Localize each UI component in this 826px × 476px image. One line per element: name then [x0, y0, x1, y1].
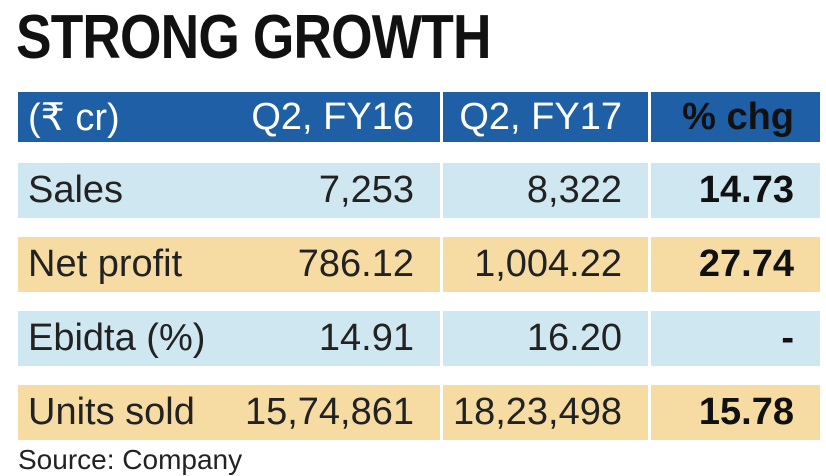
table-cell: 15,74,861 [245, 385, 440, 440]
table-cell: - [651, 311, 820, 366]
row-label: Ebidta (%) [18, 311, 245, 366]
table-cell: 14.91 [245, 311, 440, 366]
header-cell: (₹ cr) [18, 92, 245, 142]
row-label: Net profit [18, 237, 245, 292]
page: STRONG GROWTH (₹ cr) Q2, FY16 Q2, FY17% ch… [16, 3, 820, 475]
source: Source: Company [18, 444, 243, 475]
title: STRONG GROWTH [16, 3, 491, 72]
table-cell: 8,322 [443, 163, 648, 218]
table-cell: 15.78 [651, 385, 820, 440]
table-cell: 16.20 [443, 311, 648, 366]
table-cell: 14.73 [651, 163, 820, 218]
row-label: Units sold [18, 385, 245, 440]
table-cell: 18,23,498 [443, 385, 648, 440]
table-cell: 1,004.22 [443, 237, 648, 292]
row-label: Sales [18, 163, 245, 218]
table-cell: 786.12 [245, 237, 440, 292]
header-cell: % chg [651, 92, 820, 142]
header-cell: Q2, FY17 [443, 92, 648, 142]
table-cell: 27.74 [651, 237, 820, 292]
table-cell: 7,253 [245, 163, 440, 218]
header-cell: Q2, FY16 [245, 92, 440, 142]
